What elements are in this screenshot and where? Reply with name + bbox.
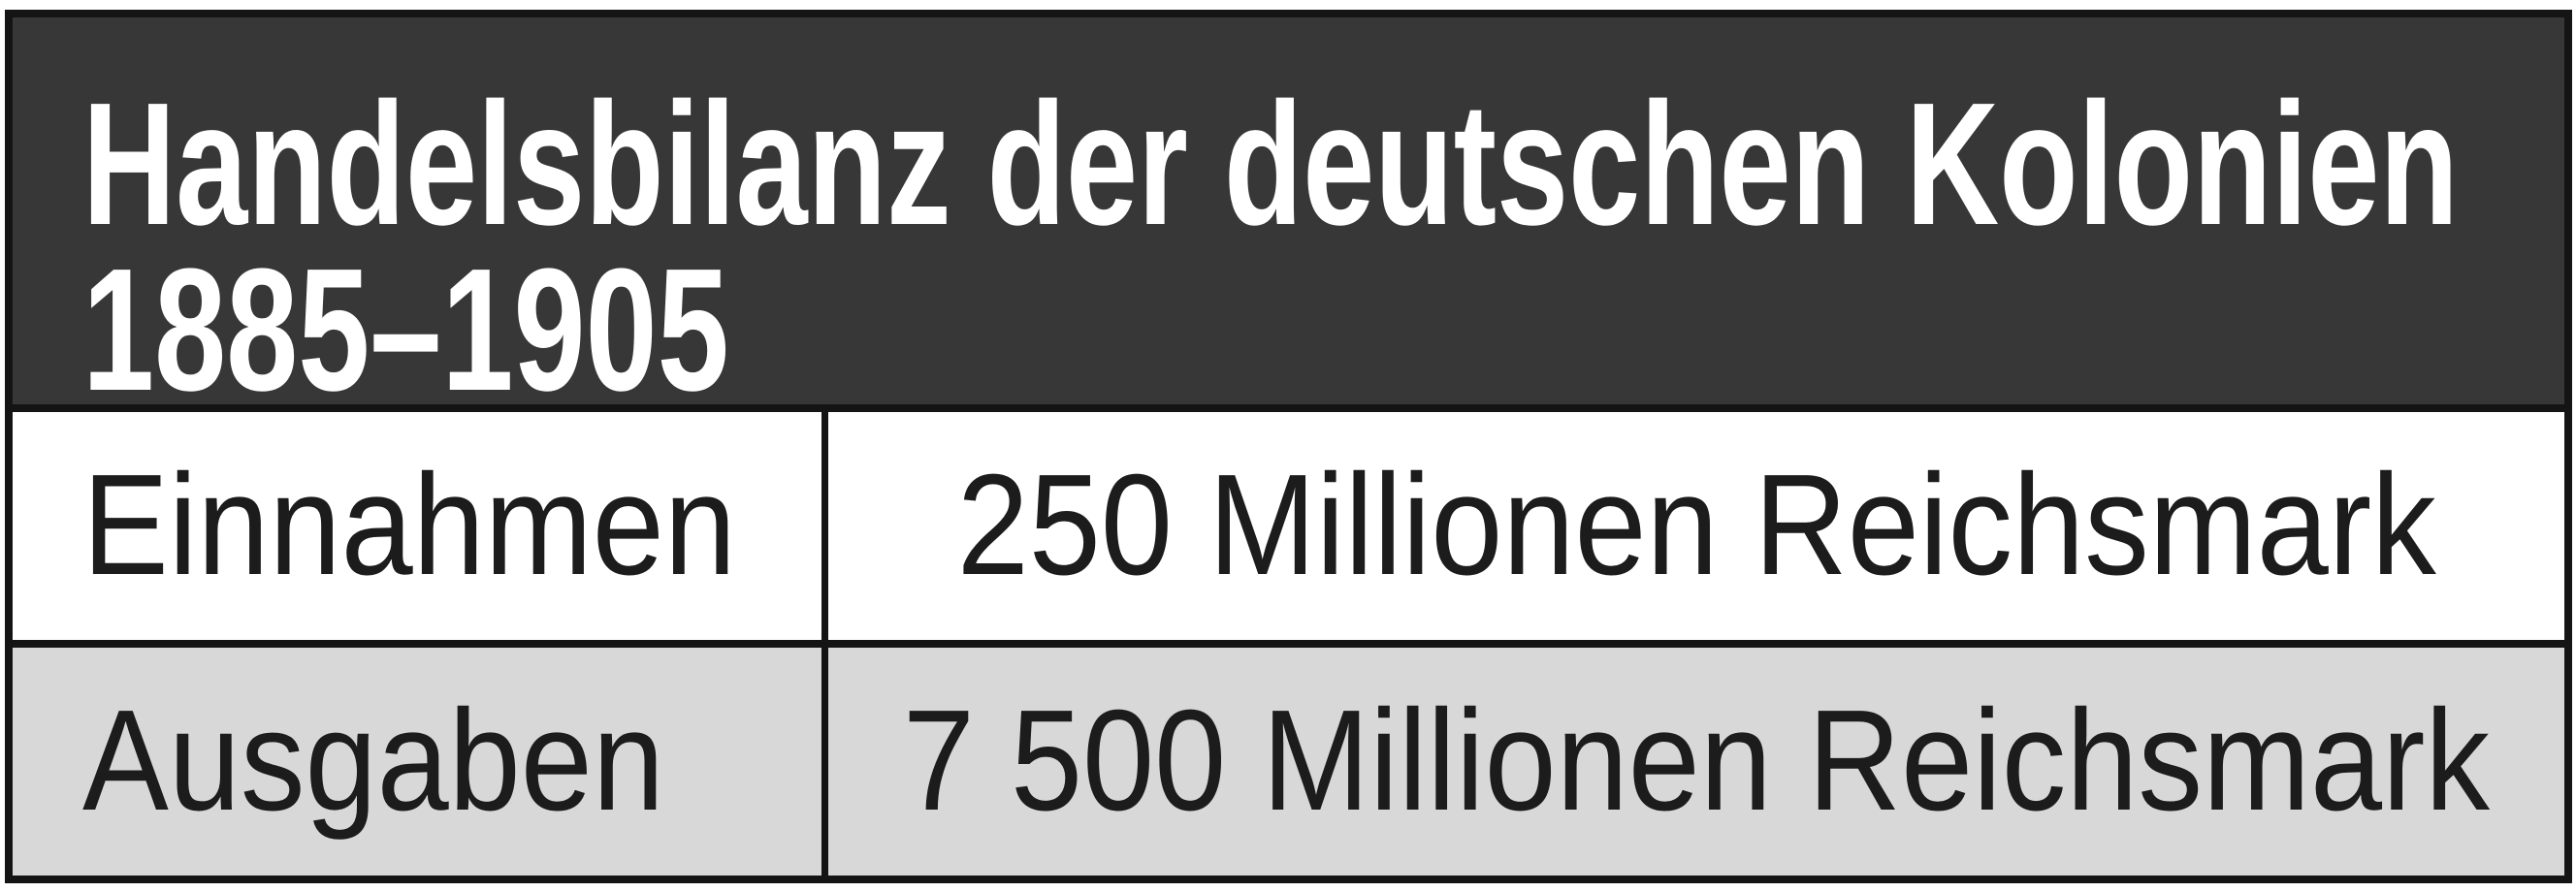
table-title-line-1: Handelsbilanz der deutschen Kolonien [82, 67, 2459, 262]
row-value: 7 500 Millionen Reichsmark [902, 681, 2491, 842]
row-label: Einnahmen [82, 445, 736, 606]
table-row-ausgaben: Ausgaben 7 500 Millionen Reichsmark [13, 648, 2564, 876]
row-label-cell: Ausgaben [13, 648, 821, 876]
row-value-cell: 7 500 Millionen Reichsmark [828, 648, 2564, 876]
row-value-cell: 250 Millionen Reichsmark [828, 412, 2564, 640]
row-value: 250 Millionen Reichsmark [956, 445, 2436, 606]
row-label: Ausgaben [82, 681, 664, 842]
table-row-einnahmen: Einnahmen 250 Millionen Reichsmark [13, 412, 2564, 640]
table-title-line-2: 1885–1905 [82, 233, 729, 405]
table-title: Handelsbilanz der deutschen Kolonien 188… [13, 17, 2564, 404]
trade-balance-table: Handelsbilanz der deutschen Kolonien 188… [5, 10, 2572, 883]
row-label-cell: Einnahmen [13, 412, 821, 640]
